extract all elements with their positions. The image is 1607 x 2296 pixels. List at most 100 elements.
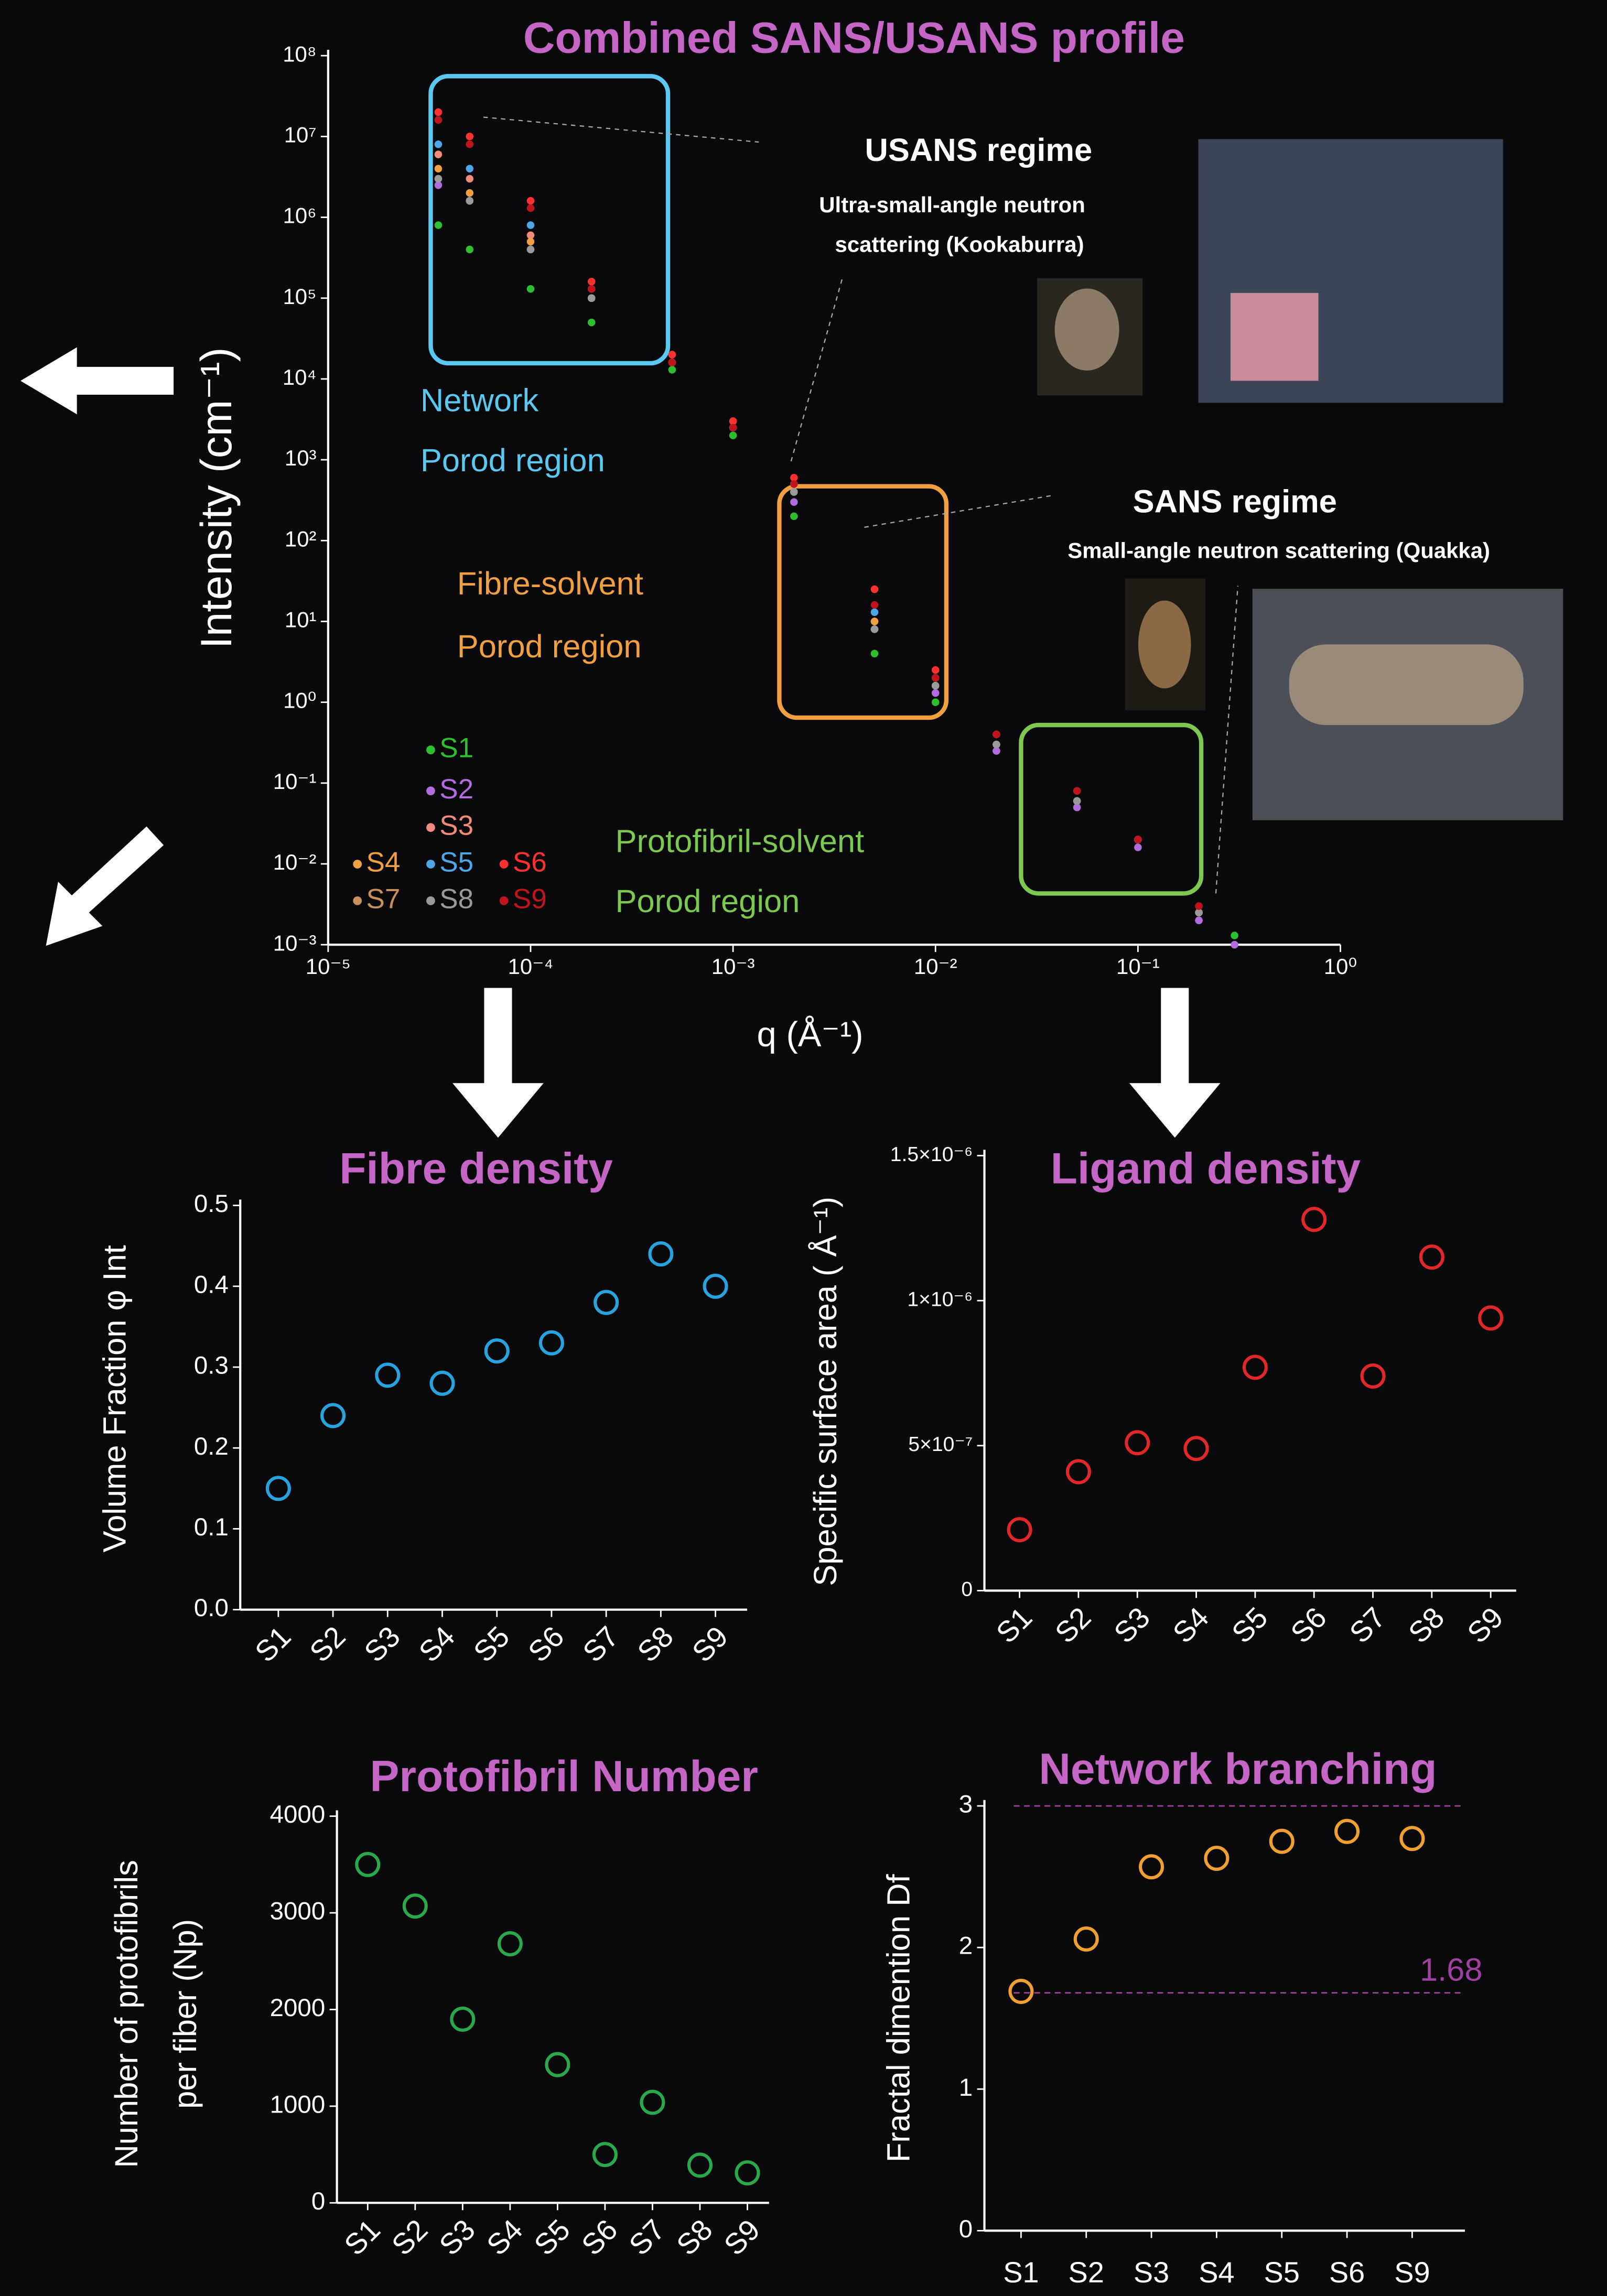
legend-marker [426, 745, 435, 754]
data-point [435, 150, 443, 158]
data-point [527, 285, 535, 293]
data-point [588, 278, 596, 286]
y-tick-label: 0.5 [194, 1190, 229, 1218]
x-tick-label: S3 [1134, 2256, 1169, 2289]
y-tick-label: 0.3 [194, 1352, 229, 1380]
chart-title: Fibre density [339, 1143, 613, 1193]
y-tick-label: 10⁴ [283, 365, 317, 389]
data-point [1195, 917, 1203, 925]
data-point [1134, 836, 1142, 843]
y-axis-label: Specific surface area ( Å⁻¹) [807, 1197, 844, 1586]
data-point [466, 133, 473, 140]
reference-label: 1.68 [1420, 1952, 1483, 1988]
legend-marker [353, 896, 362, 905]
x-tick-label: 10⁻⁴ [508, 954, 554, 979]
data-point [729, 424, 737, 431]
x-tick-label: S4 [1199, 2256, 1234, 2289]
data-point [932, 682, 940, 690]
y-axis-label: Number of protofibrils [109, 1860, 145, 2168]
data-point [466, 246, 473, 254]
legend-label: S1 [439, 733, 473, 764]
y-tick-label: 10⁻¹ [273, 769, 317, 794]
data-point [435, 140, 443, 148]
data-point [435, 221, 443, 229]
data-point [871, 586, 879, 593]
chart-title: Network branching [1039, 1744, 1437, 1793]
data-point [527, 204, 535, 212]
y-tick-label: 0.4 [194, 1271, 229, 1298]
annotation: Protofibril-solvent [615, 824, 864, 860]
legend-marker [426, 823, 435, 832]
legend-label: S3 [439, 810, 473, 841]
chart-title: Protofibril Number [370, 1751, 758, 1801]
annotation: Porod region [420, 442, 605, 479]
data-point [871, 625, 879, 633]
chart-title: Ligand density [1051, 1143, 1361, 1193]
y-tick-label: 1 [959, 2074, 973, 2102]
x-tick-label: S6 [1329, 2256, 1365, 2289]
y-tick-label: 10³ [285, 446, 317, 470]
annotation: Network [420, 383, 539, 419]
y-tick-label: 10⁻³ [273, 930, 317, 955]
y-tick-label: 1000 [270, 2091, 326, 2118]
x-tick-label: 10⁻⁵ [306, 954, 351, 979]
y-tick-label: 10⁸ [283, 41, 316, 66]
data-point [871, 650, 879, 658]
data-point [729, 431, 737, 439]
data-point [527, 197, 535, 205]
data-point [790, 513, 798, 521]
y-tick-label: 3 [959, 1791, 973, 1818]
data-point [932, 689, 940, 697]
y-tick-label: 2 [959, 1932, 973, 1960]
y-axis-label: Fractal dimention Df [881, 1873, 917, 2162]
y-tick-label: 5×10⁻⁷ [908, 1433, 973, 1456]
legend-label: S4 [366, 847, 400, 878]
data-point [1134, 843, 1142, 851]
annotation: Porod region [615, 883, 800, 919]
data-point [435, 116, 443, 124]
data-point [466, 165, 473, 172]
data-point [435, 109, 443, 116]
annotation: scattering (Kookaburra) [835, 232, 1084, 256]
data-point [790, 488, 798, 496]
y-tick-label: 10⁶ [283, 203, 317, 228]
legend-label: S7 [366, 883, 400, 914]
y-tick-label: 3000 [270, 1898, 326, 1925]
y-tick-label: 10¹ [285, 608, 317, 632]
legend-marker [353, 860, 362, 869]
x-tick-label: 10⁻¹ [1116, 954, 1160, 979]
data-point [527, 221, 535, 229]
data-point [588, 294, 596, 302]
y-tick-label: 1.5×10⁻⁶ [890, 1143, 973, 1166]
x-tick-label: 10⁰ [1324, 954, 1357, 979]
data-point [932, 698, 940, 706]
legend-marker [426, 896, 435, 905]
annotation: Ultra-small-angle neutron [819, 192, 1085, 217]
annotation: Small-angle neutron scattering (Quakka) [1067, 538, 1490, 562]
data-point [1195, 902, 1203, 910]
legend-label: S6 [513, 847, 547, 878]
legend-marker [426, 860, 435, 869]
y-tick-label: 0 [959, 2215, 973, 2243]
y-tick-label: 0.2 [194, 1433, 229, 1460]
y-tick-label: 0 [961, 1578, 973, 1601]
y-tick-label: 0.1 [194, 1513, 229, 1541]
data-point [871, 609, 879, 616]
y-tick-label: 10⁻² [273, 850, 317, 874]
data-point [1073, 787, 1081, 795]
data-point [466, 175, 473, 183]
data-point [527, 238, 535, 246]
annotation: SANS regime [1133, 483, 1337, 519]
annotation: Fibre-solvent [457, 566, 643, 602]
y-tick-label: 0 [311, 2187, 325, 2215]
photo-bird [1055, 288, 1119, 370]
legend-label: S9 [513, 883, 547, 914]
photo-detector [1231, 293, 1319, 381]
data-point [668, 359, 676, 366]
data-point [932, 666, 940, 674]
y-tick-label: 10⁵ [283, 284, 317, 309]
data-point [466, 189, 473, 197]
x-tick-label: 10⁻³ [711, 954, 755, 979]
y-tick-label: 10² [285, 526, 317, 551]
y-axis-label: per fiber (Np) [167, 1919, 203, 2109]
